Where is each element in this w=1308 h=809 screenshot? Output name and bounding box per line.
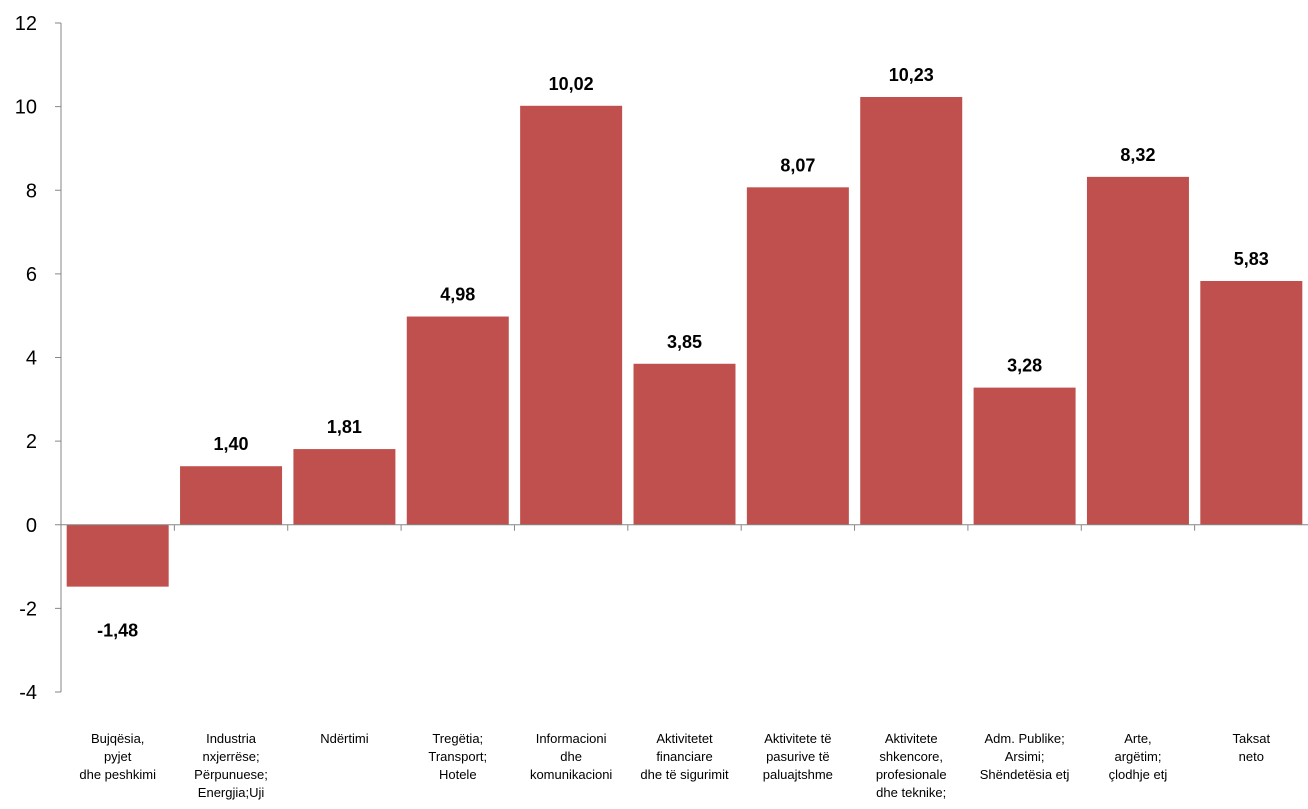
- data-label: 8,32: [1120, 145, 1155, 165]
- category-label-line: Tregëtia;: [432, 731, 483, 746]
- category-label-line: Adm. Publike;: [984, 731, 1064, 746]
- data-label: 4,98: [440, 285, 475, 305]
- data-label: 3,85: [667, 332, 702, 352]
- category-label-line: Transport;: [428, 749, 487, 764]
- data-label: 1,40: [214, 434, 249, 454]
- bar: [180, 466, 283, 525]
- category-label-line: dhe peshkimi: [79, 767, 156, 782]
- category-label-line: Aktivitetet: [656, 731, 713, 746]
- bars: [66, 97, 1303, 587]
- y-tick-label: 0: [26, 515, 37, 537]
- category-label: Ndërtimi: [320, 731, 369, 746]
- bar: [1086, 176, 1189, 525]
- data-label: 10,23: [889, 65, 934, 85]
- category-label-line: nxjerrëse;: [203, 749, 260, 764]
- y-tick-label: 4: [26, 348, 37, 370]
- category-label-line: komunikacioni: [530, 767, 612, 782]
- bar: [66, 524, 169, 587]
- category-label: Aktivitetet financiare dhe të sigurimit: [640, 731, 729, 782]
- y-tick-label: 6: [26, 264, 37, 286]
- bar: [293, 449, 396, 525]
- category-label-line: Arsimi;: [1005, 749, 1045, 764]
- data-label: 3,28: [1007, 356, 1042, 376]
- category-label: Adm. Publike; Arsimi; Shëndetësia etj: [980, 731, 1070, 782]
- data-label: 8,07: [780, 155, 815, 175]
- data-label: -1,48: [97, 621, 138, 641]
- y-tick-label: 12: [15, 13, 37, 35]
- y-tick-label: 8: [26, 180, 37, 202]
- bar: [1200, 280, 1303, 525]
- category-label: Tregëtia; Transport; Hotele: [428, 731, 487, 782]
- category-label: Aktivitete shkencore, profesionale dhe tekn…: [876, 731, 947, 800]
- bar: [860, 97, 963, 525]
- category-label: Bujqësia, pyjet dhe peshkimi: [79, 731, 156, 782]
- category-label-line: Bujqësia,: [91, 731, 144, 746]
- bar: [746, 187, 849, 525]
- y-axis: -4 -2 0 2 4 6 8 10 12: [15, 13, 62, 704]
- category-labels: Bujqësia, pyjet dhe peshkimi Industria nxjer…: [79, 731, 1270, 800]
- category-label: Taksat neto: [1233, 731, 1271, 764]
- y-tick-label: -2: [19, 598, 37, 620]
- category-label-line: dhe: [560, 749, 582, 764]
- category-label-line: pyjet: [104, 749, 132, 764]
- category-label-line: Përpunuese;: [194, 767, 268, 782]
- y-tick-label: 2: [26, 431, 37, 453]
- category-label: Informacioni dhe komunikacioni: [530, 731, 612, 782]
- category-label-line: Aktivitete: [885, 731, 938, 746]
- data-label: 10,02: [549, 74, 594, 94]
- category-label-line: profesionale: [876, 767, 947, 782]
- category-label-line: neto: [1239, 749, 1264, 764]
- data-label: 5,83: [1234, 249, 1269, 269]
- bar: [973, 387, 1076, 525]
- category-label-line: argëtim;: [1114, 749, 1161, 764]
- category-label: Aktivitete të pasurive të paluajtshme: [763, 731, 833, 782]
- data-labels: -1,48 1,40 1,81 4,98 10,02 3,85 8,07 10,23 3,28 8…: [97, 65, 1269, 641]
- category-label-line: pasurive të: [766, 749, 830, 764]
- category-label: Industria nxjerrëse; Përpunuese; Energjia;U…: [194, 731, 268, 800]
- category-label-line: Ndërtimi: [320, 731, 369, 746]
- category-label-line: Shëndetësia etj: [980, 767, 1070, 782]
- category-label-line: shkencore,: [879, 749, 943, 764]
- category-label-line: dhe teknike;: [876, 785, 946, 800]
- category-label-line: paluajtshme: [763, 767, 833, 782]
- category-label-line: dhe të sigurimit: [640, 767, 729, 782]
- category-label-line: Arte,: [1124, 731, 1151, 746]
- data-label: 1,81: [327, 417, 362, 437]
- bar: [633, 363, 736, 525]
- bar: [520, 105, 623, 525]
- category-label-line: çlodhje etj: [1109, 767, 1168, 782]
- category-label-line: Industria: [206, 731, 257, 746]
- category-label-line: Informacioni: [536, 731, 607, 746]
- category-label-line: Energjia;Uji: [198, 785, 265, 800]
- y-tick-label: -4: [19, 682, 37, 704]
- category-label: Arte, argëtim; çlodhje etj: [1109, 731, 1168, 782]
- category-label-line: Taksat: [1233, 731, 1271, 746]
- category-label-line: Hotele: [439, 767, 477, 782]
- category-label-line: Aktivitete të: [764, 731, 831, 746]
- category-label-line: financiare: [656, 749, 712, 764]
- x-axis: [61, 524, 1308, 531]
- bar: [406, 316, 509, 525]
- y-tick-label: 10: [15, 97, 37, 119]
